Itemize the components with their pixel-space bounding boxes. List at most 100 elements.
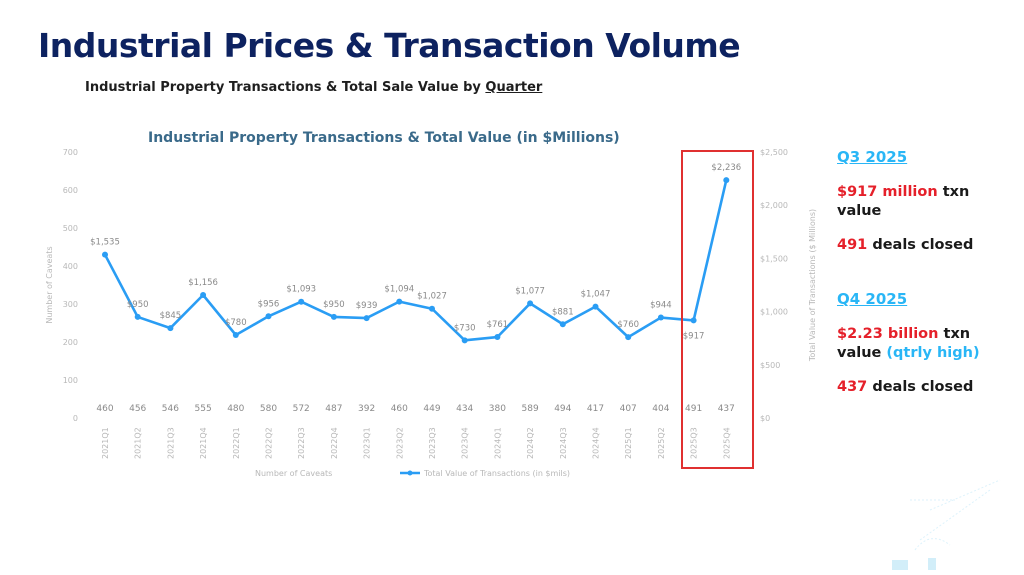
right-axis-tick: $2,000 bbox=[760, 201, 788, 210]
value-label: $917 bbox=[683, 331, 705, 341]
caveat-count: 460 bbox=[96, 404, 113, 414]
right-axis-tick: $1,500 bbox=[760, 254, 788, 263]
category-label: 2023Q3 bbox=[428, 427, 437, 459]
value-point bbox=[723, 177, 730, 184]
value-point bbox=[625, 334, 632, 341]
category-label: 2022Q1 bbox=[232, 427, 241, 459]
value-label: $939 bbox=[356, 301, 378, 311]
category-label: 2024Q3 bbox=[559, 427, 568, 459]
value-label: $1,027 bbox=[417, 292, 447, 302]
value-point bbox=[494, 334, 501, 341]
value-point bbox=[461, 337, 468, 344]
q4-deals-rest: deals closed bbox=[867, 379, 974, 395]
value-point bbox=[657, 314, 664, 321]
category-label: 2021Q1 bbox=[101, 427, 110, 459]
value-label: $845 bbox=[160, 311, 182, 321]
q3-deals-rest: deals closed bbox=[867, 237, 974, 253]
legend-line-marker bbox=[407, 470, 413, 476]
left-axis-tick: 600 bbox=[63, 186, 78, 195]
left-axis-tick: 100 bbox=[63, 376, 78, 385]
left-axis-tick: 500 bbox=[63, 224, 78, 233]
value-point bbox=[298, 298, 305, 305]
caveat-count: 449 bbox=[423, 404, 440, 414]
caveat-count: 392 bbox=[358, 404, 375, 414]
q4-deals-text: 437 deals closed bbox=[837, 378, 987, 397]
category-label: 2024Q4 bbox=[592, 427, 601, 459]
q4-value-amount: $2.23 billion bbox=[837, 326, 939, 342]
left-axis-tick: 700 bbox=[63, 148, 78, 157]
caveat-count: 434 bbox=[456, 404, 473, 414]
value-label: $730 bbox=[454, 323, 476, 333]
category-label: 2022Q2 bbox=[265, 427, 274, 459]
right-axis-label: Total Value of Transactions ($ Millions) bbox=[808, 209, 817, 362]
category-label: 2023Q2 bbox=[395, 427, 404, 459]
value-label: $950 bbox=[323, 300, 345, 310]
right-axis-tick: $0 bbox=[760, 414, 770, 423]
caveat-count: 407 bbox=[620, 404, 637, 414]
q4-deals-count: 437 bbox=[837, 379, 868, 395]
caveat-count: 487 bbox=[325, 404, 342, 414]
category-label: 2023Q4 bbox=[461, 427, 470, 459]
value-point bbox=[232, 332, 239, 339]
value-label: $1,094 bbox=[384, 285, 414, 295]
q3-value-amount: $917 million bbox=[837, 184, 938, 200]
category-label: 2023Q1 bbox=[363, 427, 372, 459]
caveat-count: 380 bbox=[489, 404, 506, 414]
q4-value-rest: txn value bbox=[837, 326, 971, 361]
right-axis-tick: $500 bbox=[760, 361, 780, 370]
highlight-box bbox=[681, 150, 754, 469]
left-axis-label: Number of Caveats bbox=[45, 246, 54, 323]
value-label: $956 bbox=[258, 299, 280, 309]
value-point bbox=[429, 305, 435, 312]
value-label: $1,077 bbox=[515, 286, 545, 296]
value-point bbox=[330, 313, 337, 320]
legend-caveats: Number of Caveats bbox=[255, 469, 332, 478]
q3-value-rest: txn value bbox=[837, 184, 970, 219]
value-point bbox=[527, 300, 534, 307]
page-subtitle: Industrial Property Transactions & Total… bbox=[85, 80, 542, 95]
category-label: 2021Q2 bbox=[134, 427, 143, 459]
value-point bbox=[690, 317, 697, 324]
value-label: $780 bbox=[225, 318, 247, 328]
subtitle-underlined: Quarter bbox=[485, 80, 543, 95]
category-label: 2025Q1 bbox=[624, 427, 633, 459]
value-point bbox=[102, 251, 108, 258]
caveat-count: 589 bbox=[522, 404, 539, 414]
category-label: 2022Q3 bbox=[297, 427, 306, 459]
value-label: $1,156 bbox=[188, 278, 218, 288]
value-point bbox=[167, 325, 174, 332]
left-axis-tick: 0 bbox=[73, 414, 78, 423]
category-label: 2025Q2 bbox=[657, 427, 666, 459]
value-label: $1,093 bbox=[286, 285, 316, 295]
caveat-count: 494 bbox=[554, 404, 571, 414]
left-axis-tick: 300 bbox=[63, 300, 78, 309]
value-point bbox=[200, 292, 207, 299]
value-point bbox=[134, 313, 141, 320]
q4-value-note: (qtrly high) bbox=[886, 345, 980, 361]
value-point bbox=[265, 313, 272, 320]
caveat-count: 572 bbox=[293, 404, 310, 414]
value-label: $944 bbox=[650, 301, 672, 311]
category-label: 2024Q2 bbox=[526, 427, 535, 459]
subtitle-text: Industrial Property Transactions & Total… bbox=[85, 80, 486, 95]
value-label: $760 bbox=[617, 320, 639, 330]
q4-value-text: $2.23 billion txn value (qtrly high) bbox=[837, 325, 987, 363]
caveat-count: 555 bbox=[195, 404, 212, 414]
caveat-count: 404 bbox=[652, 404, 669, 414]
category-label: 2021Q4 bbox=[199, 427, 208, 459]
value-label: $950 bbox=[127, 300, 149, 310]
category-label: 2022Q4 bbox=[330, 427, 339, 459]
value-label: $1,047 bbox=[581, 290, 611, 300]
value-point bbox=[592, 303, 599, 310]
q3-deals-text: 491 deals closed bbox=[837, 236, 987, 255]
left-axis-tick: 200 bbox=[63, 338, 78, 347]
value-point bbox=[396, 298, 403, 305]
q3-deals-count: 491 bbox=[837, 237, 868, 253]
map-watermark-icon bbox=[892, 479, 1001, 570]
value-label: $1,535 bbox=[90, 238, 120, 248]
legend-value: Total Value of Transactions (in $mils) bbox=[423, 469, 570, 478]
caveat-count: 417 bbox=[587, 404, 604, 414]
left-axis-tick: 400 bbox=[63, 262, 78, 271]
category-label: 2024Q1 bbox=[493, 427, 502, 459]
